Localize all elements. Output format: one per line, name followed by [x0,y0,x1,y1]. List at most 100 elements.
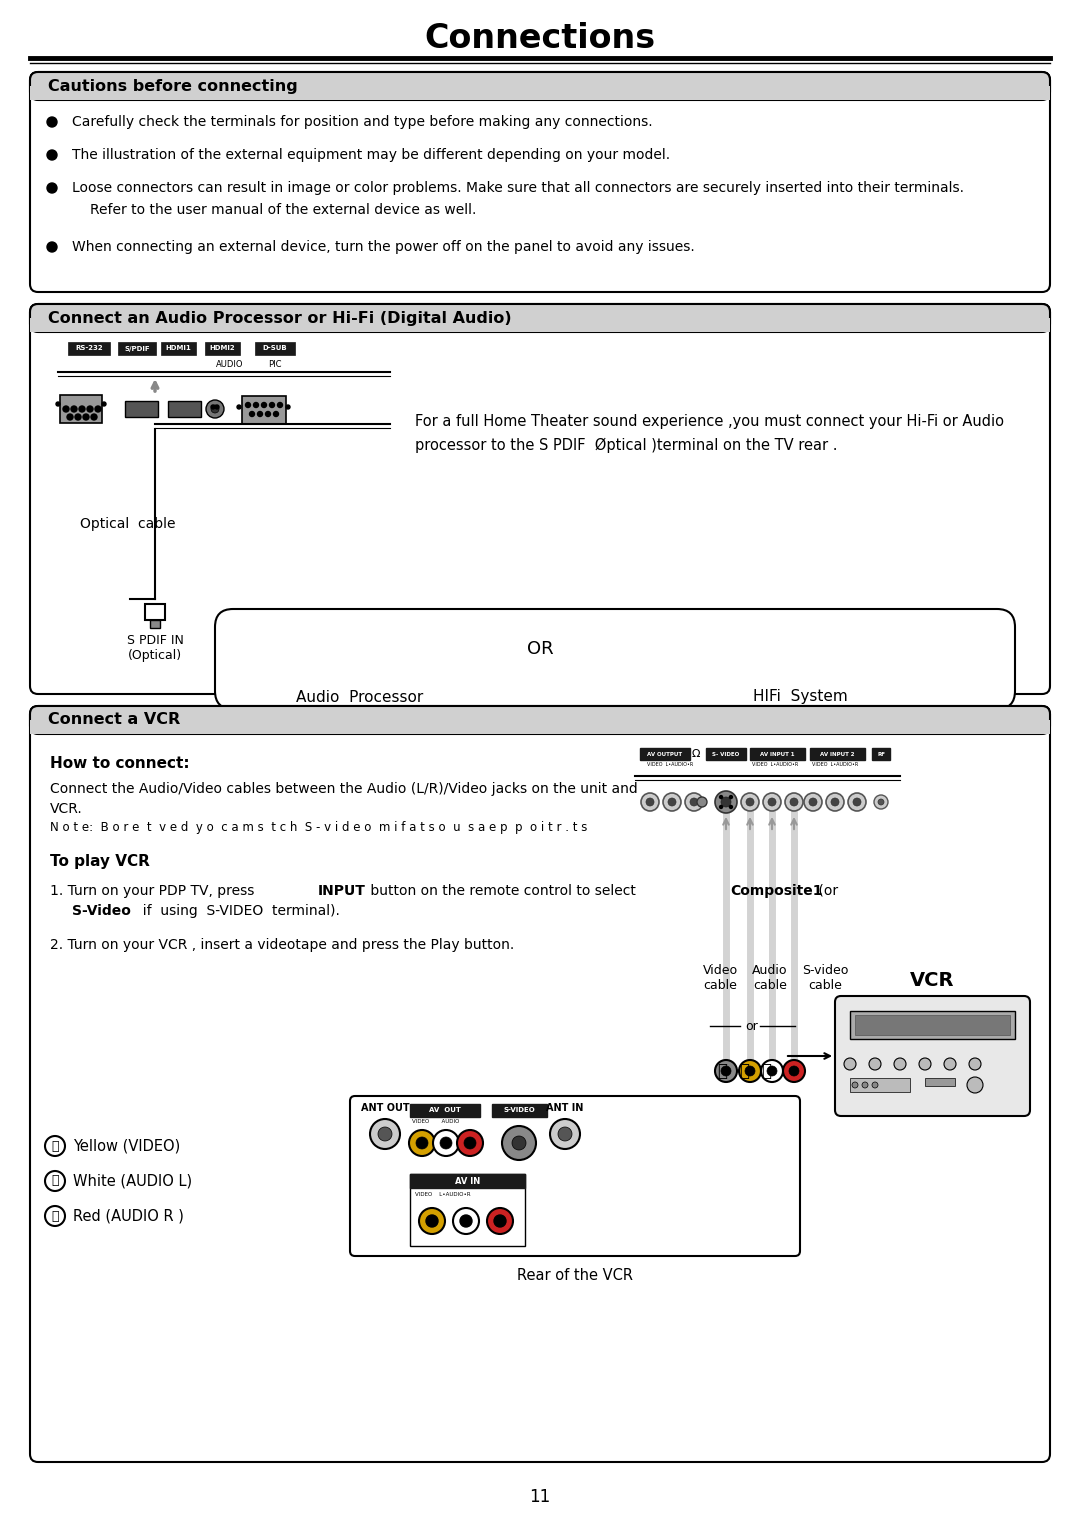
Text: button on the remote control to select: button on the remote control to select [366,884,640,898]
Bar [850,1011,1015,1038]
Circle shape [831,799,839,806]
Bar [855,1015,1010,1035]
Text: 11: 11 [529,1487,551,1506]
Bar [640,748,690,760]
Bar [750,748,805,760]
Text: ⓡ: ⓡ [761,1061,771,1080]
Circle shape [278,403,283,408]
Circle shape [745,1066,755,1077]
Circle shape [409,1130,435,1156]
Text: Loose connectors can result in image or color problems. Make sure that all conne: Loose connectors can result in image or … [72,182,964,195]
Circle shape [721,1066,731,1077]
Text: AV INPUT 1: AV INPUT 1 [759,751,794,756]
Circle shape [944,1058,956,1070]
Bar [125,402,158,417]
Circle shape [502,1125,536,1161]
Text: S-video
cable: S-video cable [801,964,848,993]
Bar [810,748,865,760]
Circle shape [804,793,822,811]
Text: ⓡ: ⓡ [51,1209,58,1223]
Circle shape [440,1138,453,1148]
Circle shape [663,793,681,811]
Circle shape [75,414,81,420]
Circle shape [48,241,57,252]
Circle shape [729,796,732,799]
Circle shape [767,1066,777,1077]
Bar [410,1174,525,1246]
FancyBboxPatch shape [30,72,1050,292]
Text: AV  OUT: AV OUT [429,1107,461,1113]
Circle shape [45,1206,65,1226]
Circle shape [646,799,654,806]
Circle shape [967,1077,983,1093]
Text: OR: OR [527,640,553,658]
Circle shape [741,793,759,811]
Bar [118,342,156,354]
Circle shape [761,1060,783,1083]
Text: AUDIO: AUDIO [216,360,244,370]
Text: or: or [745,1020,758,1032]
Circle shape [789,799,798,806]
Text: ANT OUT: ANT OUT [361,1102,409,1113]
Bar [255,342,295,354]
Bar [924,1078,955,1086]
Circle shape [211,405,215,409]
Circle shape [719,805,723,808]
Circle shape [370,1119,400,1148]
Circle shape [378,1127,392,1141]
FancyBboxPatch shape [30,705,1050,734]
FancyBboxPatch shape [835,996,1030,1116]
Text: S-Video: S-Video [72,904,131,918]
FancyBboxPatch shape [215,609,1015,709]
Circle shape [91,414,97,420]
Bar [30,86,1050,99]
Text: 2. Turn on your VCR , insert a videotape and press the Play button.: 2. Turn on your VCR , insert a videotape… [50,938,514,951]
Circle shape [969,1058,981,1070]
Text: RF: RF [877,751,885,756]
Circle shape [63,406,69,412]
Text: S/PDIF: S/PDIF [124,345,150,351]
Text: RS-232: RS-232 [76,345,103,351]
Circle shape [102,402,106,406]
Circle shape [48,118,57,127]
Circle shape [67,414,73,420]
Text: VIDEO  L•AUDIO•R: VIDEO L•AUDIO•R [812,762,859,767]
Text: Optical  cable: Optical cable [80,518,175,531]
Text: The illustration of the external equipment may be different depending on your mo: The illustration of the external equipme… [72,148,670,162]
Text: (or: (or [814,884,838,898]
Bar [872,748,890,760]
Text: Connect a VCR: Connect a VCR [48,713,180,727]
Text: Connect an Audio Processor or Hi-Fi (Digital Audio): Connect an Audio Processor or Hi-Fi (Dig… [48,310,512,325]
Text: Audio
cable: Audio cable [753,964,787,993]
Circle shape [87,406,93,412]
Text: Video
cable: Video cable [702,964,738,993]
Circle shape [642,793,659,811]
Circle shape [206,400,224,418]
Circle shape [874,796,888,809]
Circle shape [852,1083,858,1089]
Circle shape [286,405,291,409]
Circle shape [669,799,676,806]
Circle shape [45,1171,65,1191]
Text: HIFi  System: HIFi System [753,690,848,704]
Circle shape [872,1083,878,1089]
Circle shape [512,1136,526,1150]
Text: Audio  Processor: Audio Processor [296,690,423,704]
Circle shape [894,1058,906,1070]
Circle shape [719,796,723,799]
FancyBboxPatch shape [30,304,1050,331]
Circle shape [56,402,60,406]
Text: Yellow (VIDEO): Yellow (VIDEO) [73,1139,180,1153]
Text: Connect the Audio/Video cables between the Audio (L/R)/Video jacks on the unit a: Connect the Audio/Video cables between t… [50,782,638,796]
Text: Composite1: Composite1 [730,884,823,898]
Circle shape [254,403,258,408]
Circle shape [869,1058,881,1070]
Circle shape [721,797,731,806]
Text: D-SUB: D-SUB [262,345,287,351]
Circle shape [426,1215,438,1228]
Text: HDMI1: HDMI1 [165,345,191,351]
Circle shape [215,405,219,409]
Text: Refer to the user manual of the external device as well.: Refer to the user manual of the external… [90,203,476,217]
Text: VIDEO  L•AUDIO•R: VIDEO L•AUDIO•R [752,762,798,767]
Circle shape [789,1066,799,1077]
